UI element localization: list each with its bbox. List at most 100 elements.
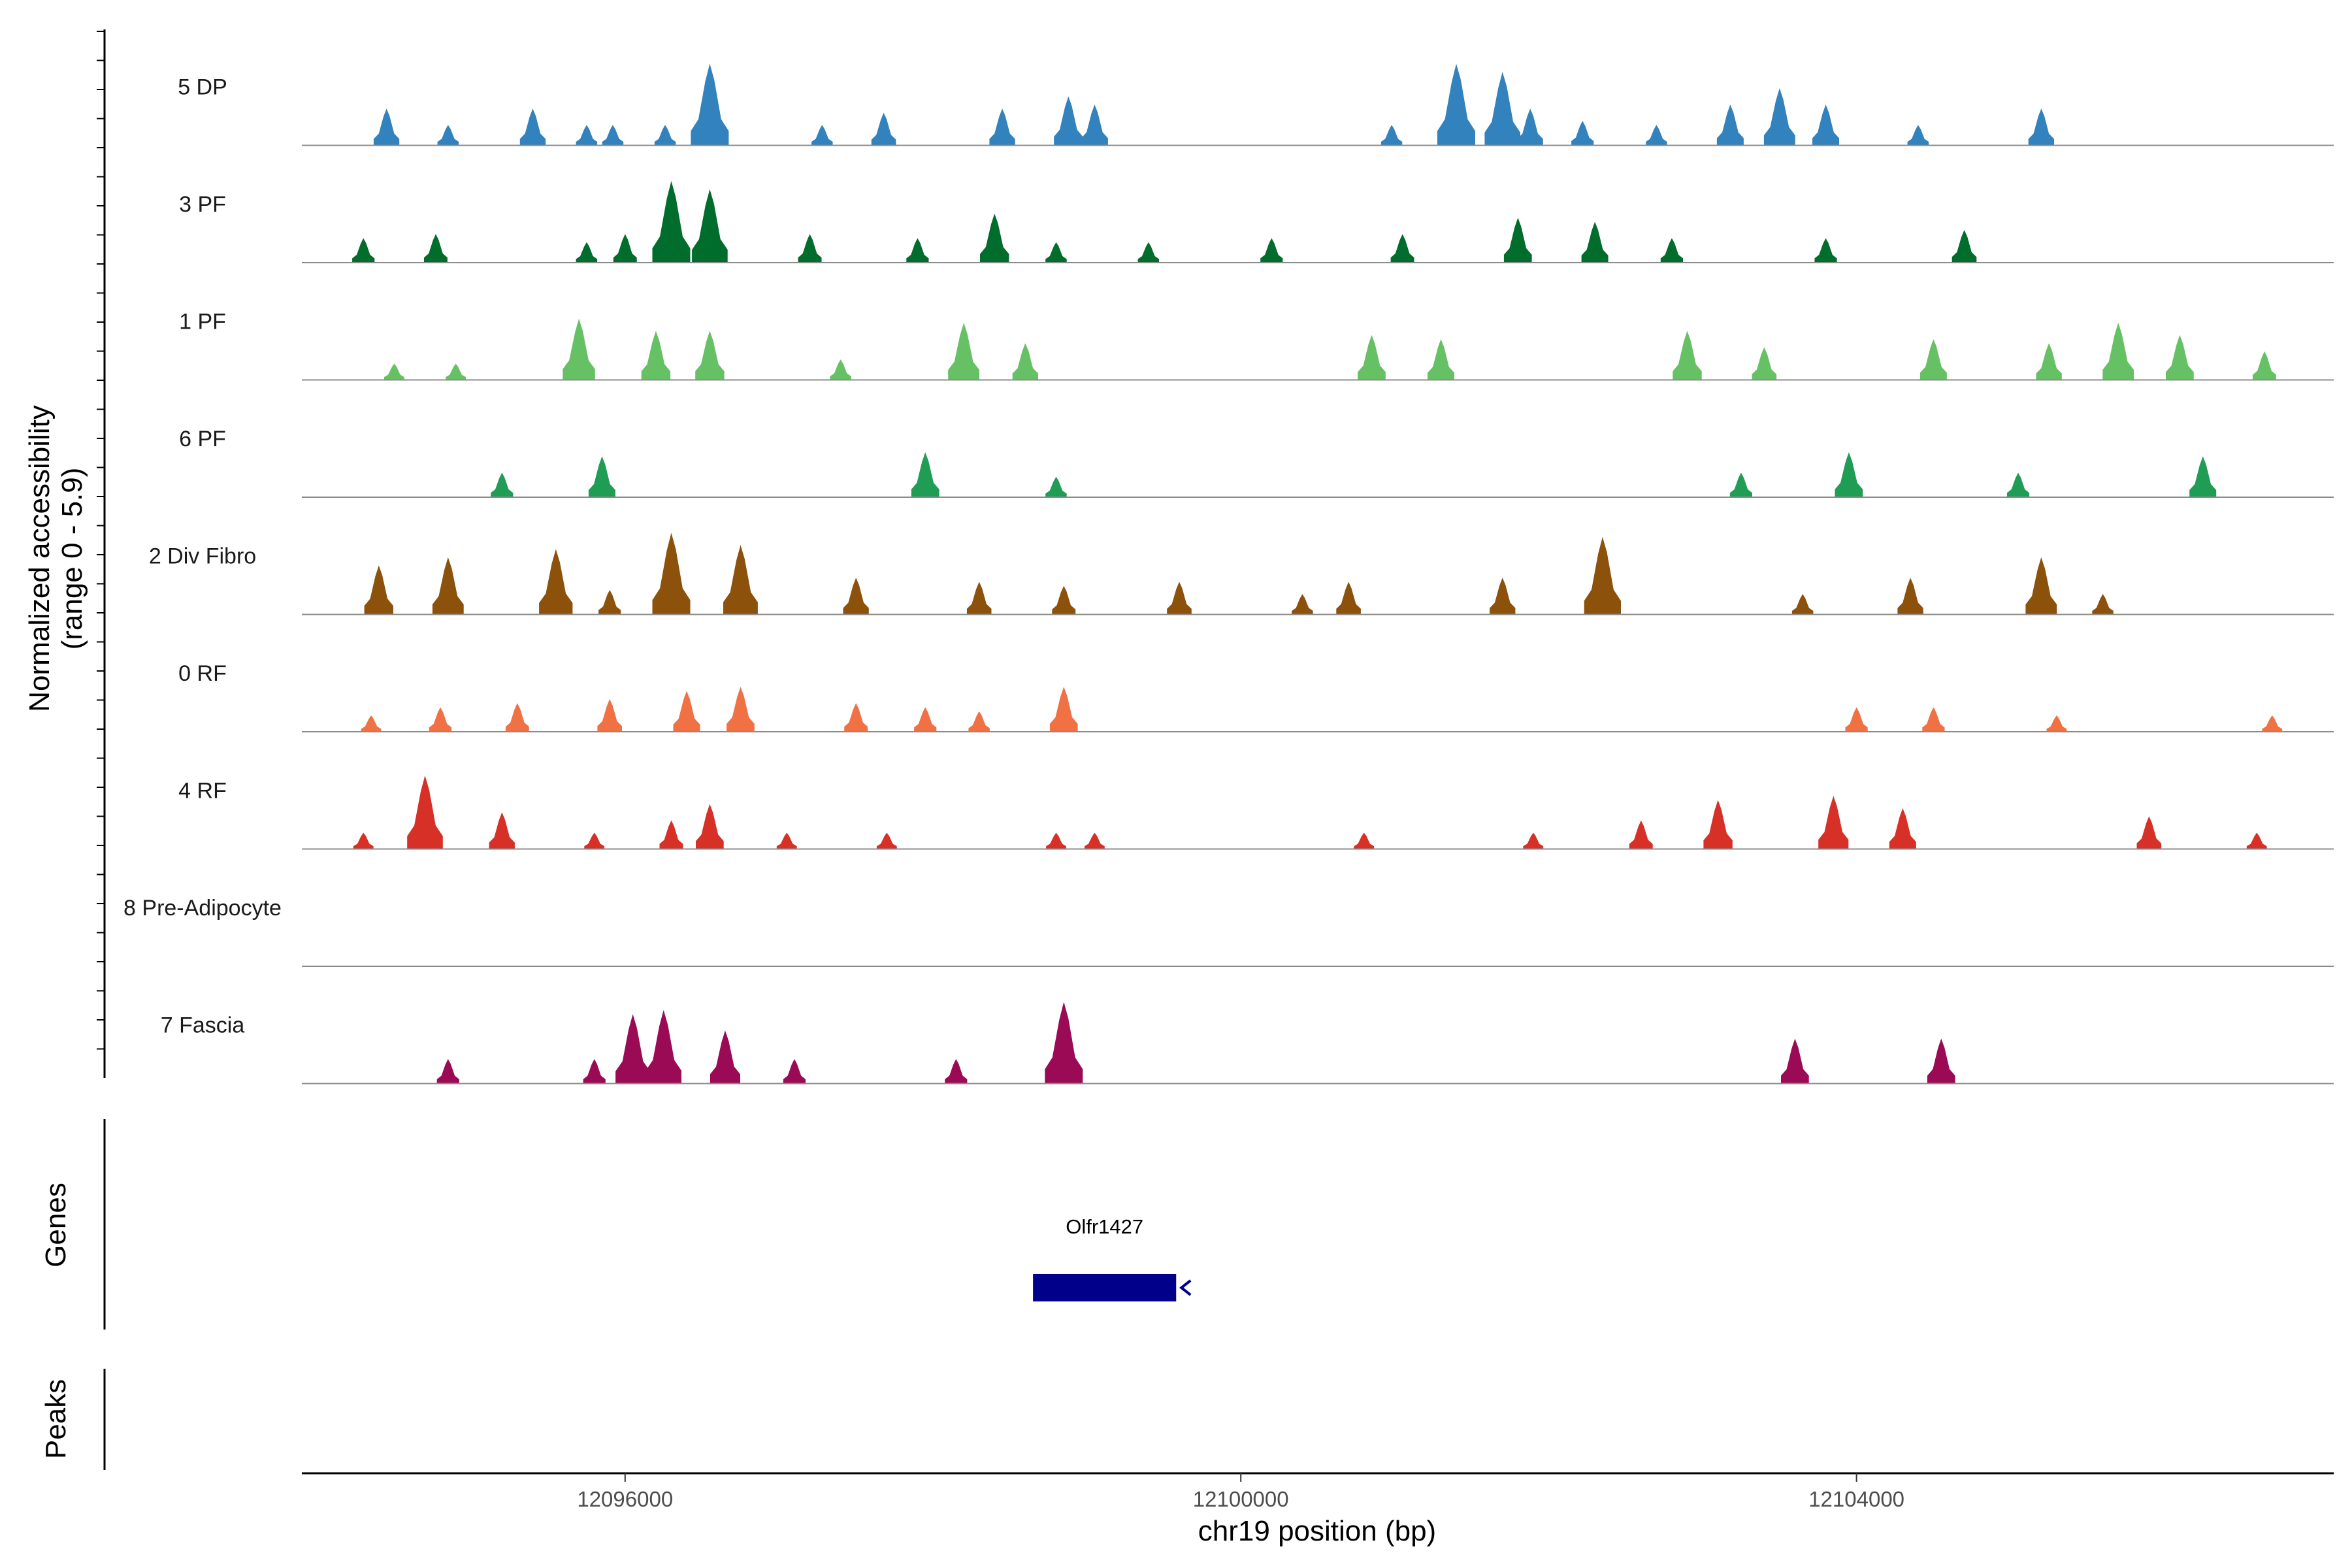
coverage-peak	[491, 472, 514, 497]
x-axis-title: chr19 position (bp)	[1198, 1515, 1436, 1547]
coverage-peak	[1049, 687, 1078, 732]
coverage-peak	[723, 545, 758, 615]
coverage-peak	[798, 234, 822, 263]
coverage-peak	[968, 711, 990, 732]
coverage-peak	[1919, 339, 1947, 380]
coverage-peak	[519, 108, 546, 146]
coverage-peak	[602, 125, 624, 146]
coverage-peak	[871, 112, 896, 146]
coverage-peak	[1358, 335, 1386, 380]
coverage-peak	[1814, 238, 1837, 263]
coverage-peak	[1012, 343, 1038, 380]
coverage-peak	[361, 715, 382, 732]
track-label: 8 Pre-Adipocyte	[123, 896, 282, 921]
coverage-y-ticks	[97, 31, 105, 1050]
x-tick-label: 12096000	[577, 1487, 673, 1511]
coverage-peak	[1045, 476, 1067, 497]
coverage-peak	[914, 707, 937, 732]
genes-panel-label: Genes	[40, 1183, 72, 1267]
coverage-peak	[652, 532, 691, 615]
coverage-peak	[505, 703, 529, 732]
coverage-peak	[980, 214, 1009, 263]
coverage-peak	[1260, 238, 1283, 263]
track-7-fascia: 7 Fascia	[161, 1002, 2334, 1085]
coverage-peak	[1390, 234, 1414, 263]
coverage-peak	[1437, 63, 1475, 146]
coverage-peak	[613, 234, 637, 263]
coverage-peak	[364, 565, 393, 615]
coverage-peak	[583, 1059, 606, 1084]
coverage-peak	[437, 125, 459, 146]
tracks: 5 DP 3 PF 1 PF 6 PF 2 Div Fibro 0 RF 4 RF 8 Pre…	[123, 63, 2334, 1085]
coverage-peak	[1085, 832, 1105, 849]
coverage-peak	[2025, 557, 2057, 615]
coverage-peak	[1897, 578, 1923, 615]
coverage-peak	[1660, 238, 1683, 263]
coverage-peak	[641, 331, 671, 380]
y-axis-range: (range 0 - 5.9)	[56, 468, 88, 650]
coverage-peak	[1428, 339, 1454, 380]
coverage-peak	[2189, 456, 2217, 497]
coverage-peak	[1922, 707, 1945, 732]
coverage-peak	[352, 238, 375, 263]
coverage-peak	[2166, 335, 2194, 380]
coverage-peak	[1646, 125, 1667, 146]
x-tick-label: 12104000	[1808, 1487, 1904, 1511]
track-label: 7 Fascia	[161, 1013, 245, 1038]
track-5-dp: 5 DP	[178, 63, 2334, 146]
coverage-peak	[597, 699, 622, 732]
coverage-peak	[2102, 323, 2134, 380]
coverage-peak	[1054, 96, 1083, 146]
coverage-peak	[563, 318, 595, 380]
coverage-peak	[776, 832, 797, 849]
coverage-peak	[911, 452, 939, 497]
coverage-peak	[811, 125, 833, 146]
coverage-peak	[373, 108, 400, 146]
coverage-peak	[446, 363, 466, 380]
coverage-peak	[1812, 105, 1839, 146]
coverage-peak	[436, 1059, 459, 1084]
coverage-peak	[1584, 536, 1621, 615]
track-0-rf: 0 RF	[178, 661, 2334, 732]
coverage-peak	[1752, 347, 1777, 380]
coverage-peak	[691, 63, 729, 146]
track-label: 0 RF	[178, 661, 227, 686]
coverage-peak	[1835, 452, 1863, 497]
coverage-peak	[710, 1030, 740, 1084]
coverage-peak	[429, 707, 452, 732]
coverage-peak	[1484, 72, 1520, 146]
coverage-peak	[407, 776, 443, 849]
coverage-peak	[2262, 715, 2283, 732]
coverage-peak	[783, 1059, 806, 1084]
track-6-pf: 6 PF	[179, 427, 2334, 498]
coverage-peak	[588, 456, 615, 497]
coverage-peak	[489, 812, 515, 849]
coverage-peak	[645, 1010, 681, 1084]
coverage-peak	[830, 359, 851, 380]
coverage-peak	[598, 590, 621, 615]
coverage-peak	[695, 331, 725, 380]
coverage-peak	[948, 323, 979, 380]
coverage-peak	[876, 832, 897, 849]
coverage-peak	[1907, 125, 1929, 146]
strand-arrow	[1179, 1279, 1192, 1296]
track-label: 3 PF	[179, 192, 226, 217]
y-axis-title: Normalized accessibility	[24, 405, 56, 711]
coverage-peak	[576, 125, 598, 146]
gene-label: Olfr1427	[1066, 1215, 1143, 1238]
coverage-peak	[1045, 242, 1067, 263]
track-3-pf: 3 PF	[179, 181, 2334, 263]
coverage-peak	[652, 181, 691, 263]
coverage-peak	[1629, 820, 1653, 849]
coverage-peak	[1763, 88, 1795, 146]
coverage-peak	[1889, 808, 1916, 849]
coverage-peak	[844, 703, 868, 732]
coverage-peak	[1045, 1002, 1083, 1084]
track-label: 1 PF	[179, 310, 226, 335]
coverage-peak	[1503, 218, 1532, 263]
coverage-peak	[615, 1014, 650, 1084]
coverage-peak	[1952, 230, 1977, 263]
coverage-peak	[1927, 1038, 1955, 1084]
coverage-peak	[1571, 121, 1594, 146]
coverage-peak	[1523, 832, 1544, 849]
